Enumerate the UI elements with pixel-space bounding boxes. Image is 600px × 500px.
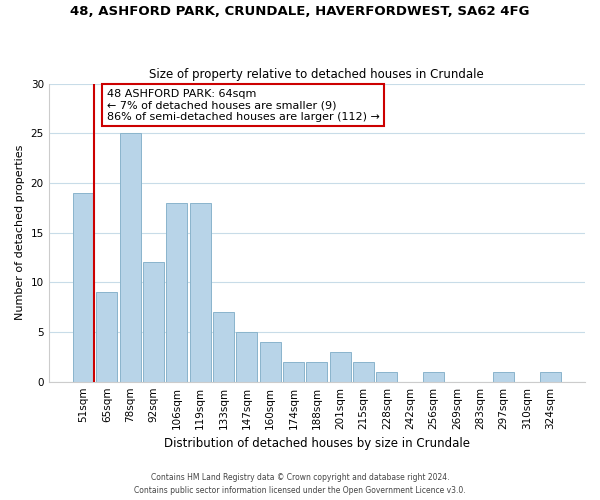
Bar xyxy=(539,372,560,382)
Bar xyxy=(120,133,140,382)
Bar xyxy=(376,372,397,382)
Bar xyxy=(143,262,164,382)
Bar xyxy=(97,292,118,382)
Bar xyxy=(283,362,304,382)
Y-axis label: Number of detached properties: Number of detached properties xyxy=(15,145,25,320)
Text: 48 ASHFORD PARK: 64sqm
← 7% of detached houses are smaller (9)
86% of semi-detac: 48 ASHFORD PARK: 64sqm ← 7% of detached … xyxy=(107,88,380,122)
Bar xyxy=(190,203,211,382)
Bar xyxy=(213,312,234,382)
Title: Size of property relative to detached houses in Crundale: Size of property relative to detached ho… xyxy=(149,68,484,81)
Bar xyxy=(260,342,281,382)
Bar xyxy=(166,203,187,382)
Bar xyxy=(236,332,257,382)
Bar xyxy=(73,193,94,382)
Bar xyxy=(493,372,514,382)
Bar xyxy=(329,352,350,382)
X-axis label: Distribution of detached houses by size in Crundale: Distribution of detached houses by size … xyxy=(164,437,470,450)
Text: Contains HM Land Registry data © Crown copyright and database right 2024.
Contai: Contains HM Land Registry data © Crown c… xyxy=(134,474,466,495)
Bar xyxy=(423,372,444,382)
Text: 48, ASHFORD PARK, CRUNDALE, HAVERFORDWEST, SA62 4FG: 48, ASHFORD PARK, CRUNDALE, HAVERFORDWES… xyxy=(70,5,530,18)
Bar xyxy=(307,362,328,382)
Bar xyxy=(353,362,374,382)
